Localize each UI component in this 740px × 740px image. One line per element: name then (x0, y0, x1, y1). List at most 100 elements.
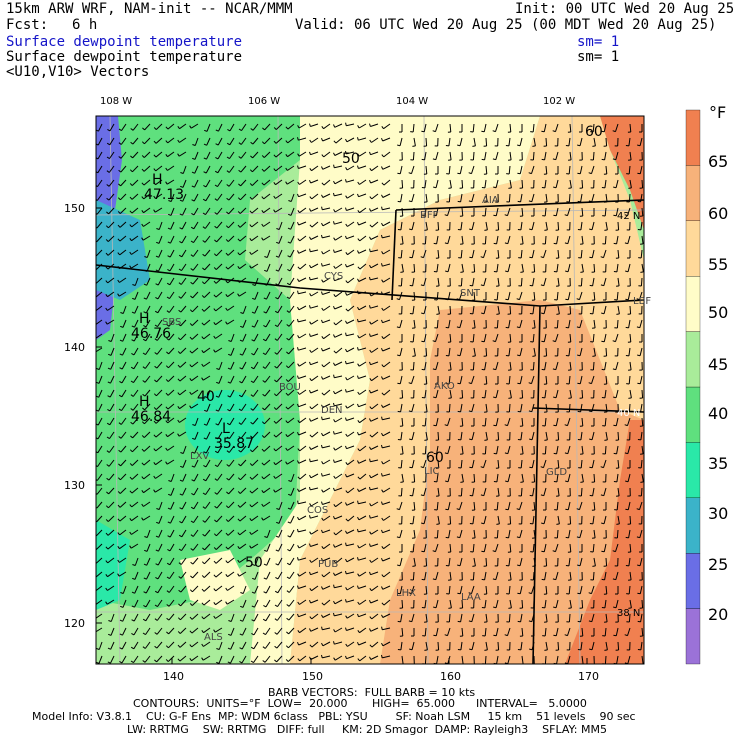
wind-barb-flag (204, 409, 208, 412)
wind-barb-flag (321, 376, 324, 380)
wind-barb (298, 501, 307, 505)
wind-barb-flag (189, 309, 193, 313)
wind-barb (310, 599, 319, 604)
wind-barb (382, 235, 391, 239)
wind-barb (531, 375, 535, 384)
wind-barb-flag (481, 578, 485, 581)
wind-barb-flag (191, 451, 195, 454)
wind-barb-flag (105, 252, 109, 256)
wind-barb-flag (333, 431, 335, 435)
wind-barb-flag (226, 450, 230, 453)
wind-barb (436, 319, 439, 329)
wind-barb (412, 277, 415, 286)
lon-label: 102 W (543, 96, 575, 107)
wind-barb-flag (213, 533, 217, 537)
wind-barb (230, 347, 235, 356)
wind-barb (218, 655, 223, 664)
wind-barb (615, 627, 619, 636)
wind-barb-flag (297, 601, 300, 605)
wind-barb (520, 193, 523, 202)
wind-barb (423, 459, 427, 468)
wind-barb-flag (420, 466, 424, 469)
wind-barb-flag (131, 352, 135, 356)
wind-barb-flag (448, 607, 452, 609)
wind-barb (194, 151, 199, 160)
wind-barb (181, 235, 187, 244)
wind-barb (616, 291, 619, 301)
wind-barb-flag (565, 536, 569, 539)
wind-barb (266, 263, 271, 272)
wind-barb-flag (190, 506, 195, 510)
wind-barb (508, 319, 511, 328)
wind-barb-flag (381, 194, 384, 198)
colorbar-label: 40 (708, 404, 728, 423)
wind-barb (520, 487, 523, 497)
wind-barb (532, 123, 535, 133)
wind-barb (288, 613, 295, 621)
wind-barb (131, 249, 139, 255)
wind-barb (508, 585, 511, 595)
wind-barb (322, 487, 331, 493)
wind-barb-flag (239, 339, 243, 342)
wind-barb-flag (251, 591, 255, 594)
wind-barb (120, 137, 127, 145)
wind-barb-flag (493, 214, 497, 217)
wind-barb-flag (553, 634, 557, 637)
wind-barb (110, 627, 115, 636)
wind-barb (579, 501, 583, 510)
wind-barb (593, 473, 596, 483)
wind-barb-flag (624, 452, 628, 455)
wind-barb-flag (191, 171, 195, 174)
wind-barb-flag (249, 224, 253, 228)
wind-barb (615, 417, 619, 426)
wind-barb-flag (261, 421, 265, 425)
wind-barb (604, 151, 607, 160)
wind-barb-flag (108, 340, 112, 342)
wind-barb (241, 389, 247, 398)
wind-barb-flag (286, 310, 290, 313)
wind-barb-flag (333, 459, 335, 463)
wind-barb (169, 557, 175, 566)
wind-barb-flag (381, 501, 383, 505)
wind-barb (484, 207, 487, 217)
wind-barb-flag (263, 577, 267, 580)
wind-barb (108, 221, 115, 229)
wind-barb-flag (214, 464, 218, 468)
wind-barb-flag (118, 408, 122, 412)
wind-barb-flag (369, 123, 371, 127)
wind-barb-flag (201, 643, 204, 647)
wind-barb-flag (106, 491, 109, 495)
wind-barb (640, 613, 643, 622)
wind-barb-flag (517, 200, 521, 203)
wind-barb-flag (179, 213, 183, 216)
wind-barb (591, 459, 595, 468)
wind-barb-flag (156, 521, 160, 524)
contour-label: 60 (585, 124, 603, 140)
wind-barb-flag (141, 196, 145, 200)
wind-barb-flag (274, 310, 279, 314)
wind-barb-flag (321, 432, 324, 437)
wind-barb-flag (177, 126, 180, 129)
wind-barb (168, 305, 175, 313)
wind-barb (592, 487, 595, 496)
wind-barb-flag (263, 604, 267, 608)
wind-barb (194, 179, 199, 188)
wind-barb-flag (129, 476, 133, 480)
wind-barb-flag (433, 424, 437, 427)
wind-barb-flag (432, 130, 436, 133)
wind-barb (276, 361, 283, 369)
wind-barb-flag (297, 557, 299, 561)
wind-barb (383, 333, 391, 340)
wind-barb (335, 319, 343, 326)
wind-barb (567, 501, 571, 510)
wind-barb-flag (468, 382, 472, 385)
wind-barb (507, 473, 511, 482)
wind-barb (579, 319, 583, 328)
wind-barb-flag (577, 564, 581, 567)
wind-barb-flag (273, 448, 277, 452)
wind-barb-flag (225, 532, 229, 536)
valid-time: Valid: 06 UTC Wed 20 Aug 25 (00 MDT Wed … (295, 17, 717, 33)
wind-barb (119, 515, 127, 522)
wind-barb-flag (369, 486, 371, 491)
wind-barb (134, 291, 139, 300)
